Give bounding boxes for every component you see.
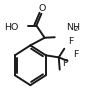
Text: 2: 2	[74, 26, 78, 32]
Text: F: F	[62, 59, 67, 68]
Text: HO: HO	[4, 23, 18, 32]
Text: NH: NH	[66, 23, 80, 32]
Text: F: F	[69, 37, 74, 46]
Text: O: O	[38, 4, 46, 13]
Text: F: F	[74, 50, 79, 59]
